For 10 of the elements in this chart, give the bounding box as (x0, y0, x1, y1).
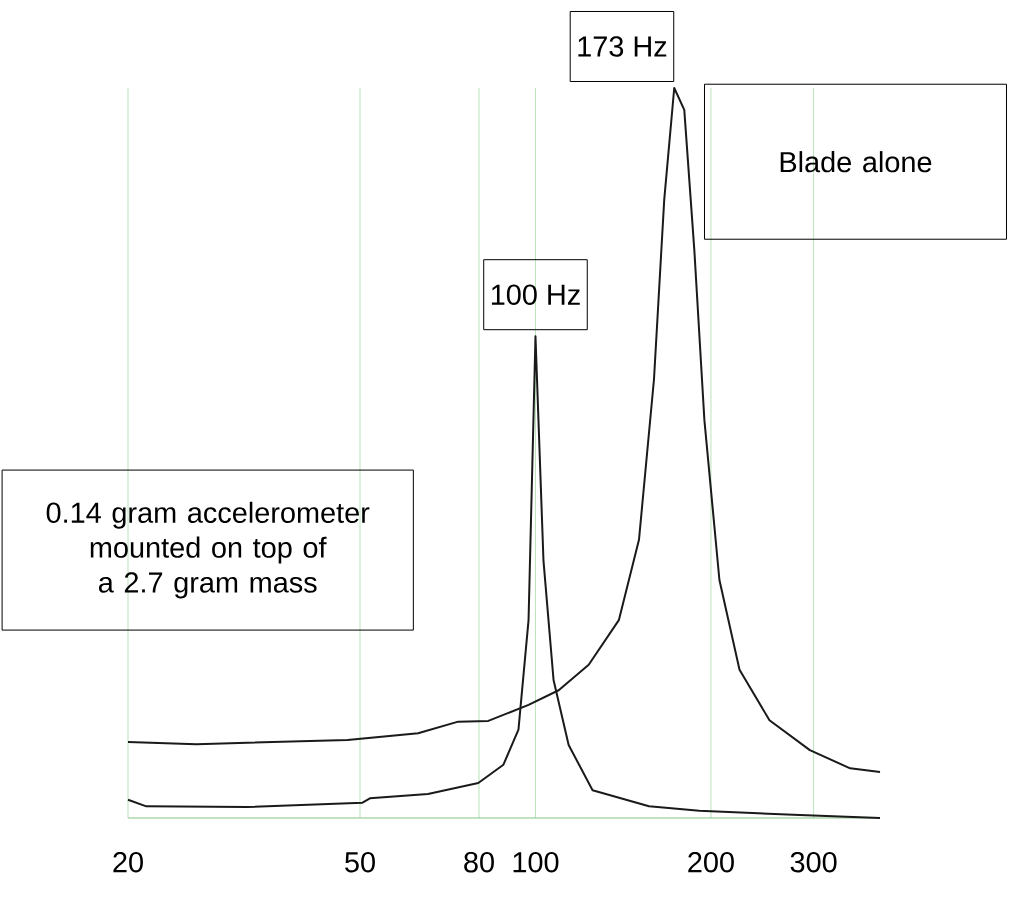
annotation: 100 Hz (491, 284, 580, 305)
x-tick-label: 100 (513, 851, 559, 873)
annotation: Blade alone (780, 151, 932, 173)
x-tick-label: 50 (345, 851, 375, 873)
x-tick-label: 80 (464, 851, 494, 873)
annotation: 173 Hz (578, 36, 667, 57)
annotation: 0.14 gram accelerometer mounted on top of a 2.7 gram mass (46, 501, 370, 599)
x-tick-label: 200 (688, 851, 734, 873)
x-tick-label: 20 (113, 851, 143, 873)
x-tick-label: 300 (790, 851, 837, 873)
